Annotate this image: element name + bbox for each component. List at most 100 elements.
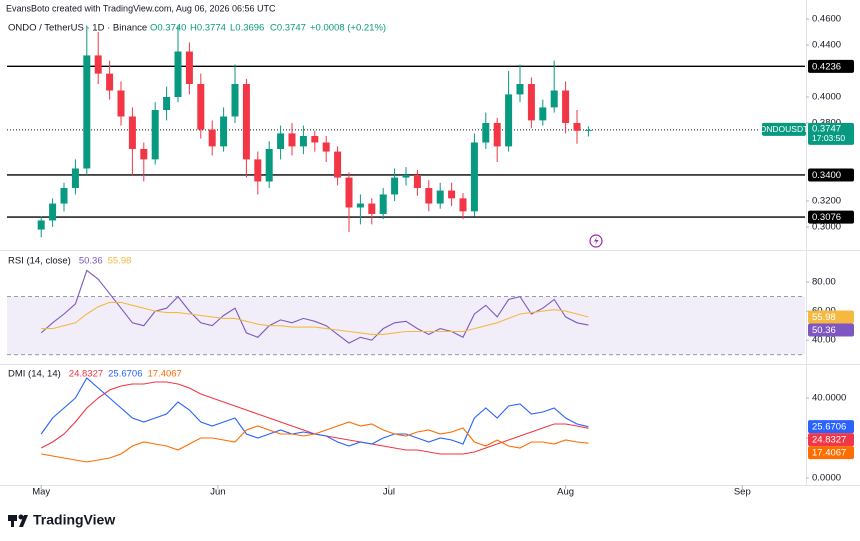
- candle-body: [277, 133, 285, 149]
- candle-body: [334, 151, 342, 178]
- candle-body: [208, 129, 216, 147]
- last-value-label-box: [808, 433, 854, 447]
- brand: TradingView: [33, 512, 115, 528]
- candle-body: [231, 84, 239, 117]
- pane-title: DMI (14, 14): [8, 369, 61, 380]
- legend-value: 24.8327: [69, 369, 103, 380]
- price-line-label: 0.3076: [812, 212, 841, 223]
- candle-body: [311, 135, 319, 143]
- candle-body: [516, 84, 524, 95]
- candle-body: [562, 90, 570, 123]
- y-tick-label: 0.4000: [812, 92, 841, 103]
- legend-value: 55.98: [108, 256, 132, 267]
- candle-body: [584, 129, 592, 131]
- candle-body: [185, 51, 193, 85]
- price-line-label: 0.4236: [812, 61, 841, 72]
- indicator-line: [41, 301, 589, 335]
- legend-value: 50.36: [79, 256, 103, 267]
- legend-value: 17.4067: [147, 369, 181, 380]
- candle-body: [151, 109, 159, 160]
- candle-body: [265, 148, 273, 182]
- price-line-label-box: [808, 168, 854, 182]
- candle-body: [163, 97, 171, 110]
- y-tick-label: 0.3000: [812, 221, 841, 232]
- y-tick-label: 0.4400: [812, 40, 841, 51]
- ohlc-value: H0.3774: [190, 23, 226, 34]
- candle-body: [106, 73, 114, 91]
- candle-body: [470, 142, 478, 212]
- indicator-line: [41, 421, 589, 463]
- candle-body: [174, 51, 182, 98]
- x-tick-label: Jun: [210, 487, 225, 498]
- candle-body: [242, 84, 250, 160]
- candle-body: [128, 116, 136, 149]
- price-line-label: 0.3400: [812, 170, 841, 181]
- countdown: 17:03:50: [812, 133, 845, 143]
- candle-body: [345, 177, 353, 208]
- ohlc-value: L0.3696: [230, 23, 264, 34]
- symbol-box: [762, 122, 806, 136]
- x-tick-label: May: [32, 487, 50, 498]
- candle-body: [448, 190, 456, 199]
- candle-body: [254, 159, 262, 182]
- y-tick-label: 40.00: [812, 335, 836, 346]
- logo-shape: [18, 514, 24, 520]
- last-value-label: 24.8327: [812, 435, 846, 446]
- pane-title: RSI (14, close): [8, 256, 71, 267]
- candle-body: [60, 187, 68, 204]
- candle-body: [322, 142, 330, 152]
- candle-body: [413, 174, 421, 188]
- candle-body: [391, 177, 399, 195]
- candle-body: [550, 90, 558, 108]
- credit: EvansBoto created with TradingView.com, …: [6, 3, 276, 13]
- candle-body: [493, 122, 501, 147]
- x-tick-label: Aug: [557, 487, 574, 498]
- icon-bolt: [594, 237, 599, 245]
- last-value-label: 55.98: [812, 312, 836, 323]
- candle-body: [140, 148, 148, 160]
- logo-shape: [11, 515, 14, 527]
- pane-plot: [40, 377, 589, 463]
- candle-body: [539, 107, 547, 121]
- last-value-label-box: [808, 310, 854, 324]
- last-value-label-box: [808, 446, 854, 460]
- brand-logo: TradingView: [8, 512, 115, 528]
- candle-body: [573, 122, 581, 131]
- last-value-label-box: [808, 323, 854, 337]
- alert-icon: [589, 234, 603, 248]
- candle-body: [197, 84, 205, 130]
- pane-plot: [7, 269, 805, 356]
- candle-body: [37, 220, 45, 230]
- indicator-line: [40, 269, 589, 344]
- last-value-label: 50.36: [812, 325, 836, 336]
- candle-body: [49, 203, 57, 221]
- candle-body: [368, 203, 376, 214]
- candle-body: [425, 187, 433, 204]
- candle-body: [436, 190, 444, 204]
- ohlc-value: O0.3740: [150, 23, 186, 34]
- candle-body: [71, 168, 79, 188]
- rsi-band: [7, 296, 805, 355]
- pane-title: ONDO / TetherUS · 1D · Binance: [8, 23, 147, 34]
- candle-body: [527, 84, 535, 121]
- candle-body: [83, 55, 91, 169]
- y-tick-label: 0.0000: [812, 473, 841, 484]
- ohlc-value: C0.3747: [270, 23, 306, 34]
- candle-body: [220, 116, 228, 147]
- candle-body: [402, 174, 410, 178]
- candle-body: [299, 135, 307, 147]
- logo-shape: [19, 515, 28, 527]
- candle-body: [459, 198, 467, 212]
- icon-ring: [589, 234, 603, 248]
- candle-body: [505, 94, 513, 147]
- candle-body: [94, 55, 102, 74]
- legend-value: 25.6706: [108, 369, 142, 380]
- candle-body: [379, 194, 387, 214]
- y-tick-label: 80.00: [812, 277, 836, 288]
- y-tick-label: 40.0000: [812, 393, 846, 404]
- y-tick-label: 0.4600: [812, 14, 841, 25]
- price-line-label-box: [808, 59, 854, 73]
- last-value-label: 25.6706: [812, 422, 846, 433]
